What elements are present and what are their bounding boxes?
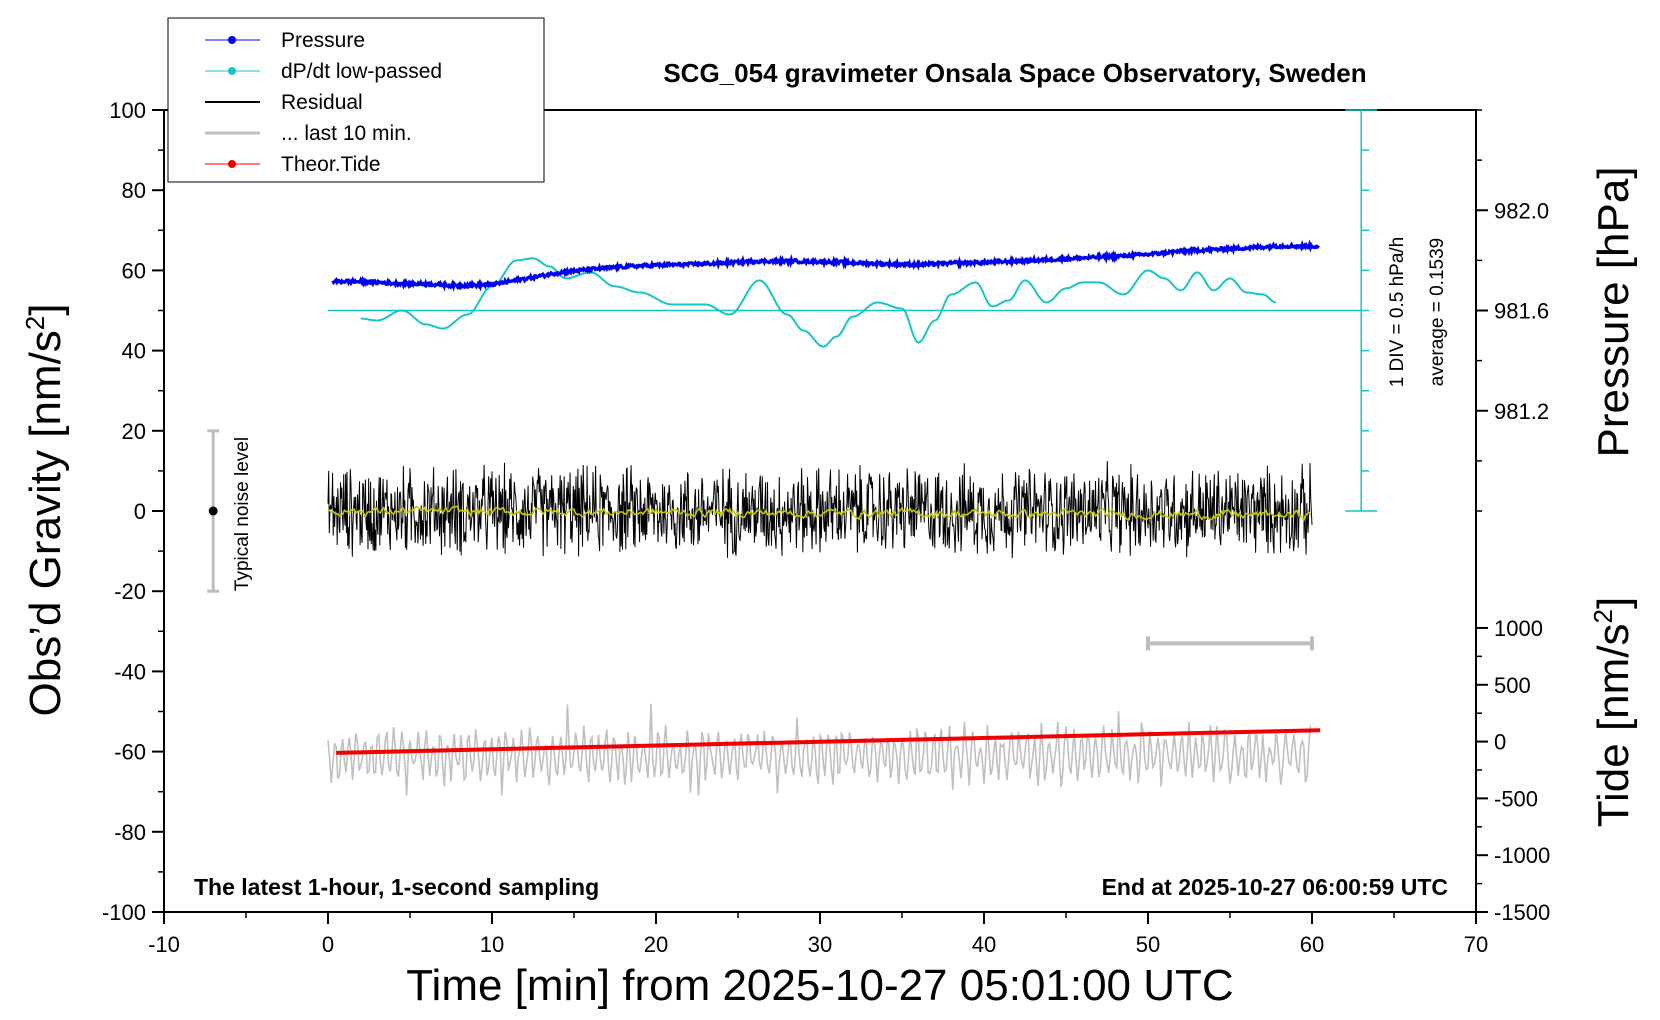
- x-tick-label: 0: [322, 932, 334, 957]
- legend-marker: [228, 160, 236, 168]
- left-axis-ticks: 100 80 60 40 20 0 -20 -40 -60 -80 -100: [102, 98, 164, 925]
- div-label: 1 DIV = 0.5 hPa/h: [1387, 237, 1408, 388]
- legend-marker: [228, 36, 236, 44]
- tide-axis-label-main: Tide [nm/s: [1589, 623, 1638, 827]
- y-axis-label-end: ]: [21, 303, 70, 315]
- x-axis-label: Time [min] from 2025-10-27 05:01:00 UTC: [406, 961, 1233, 1010]
- sampling-note: The latest 1-hour, 1-second sampling: [194, 874, 599, 900]
- pressure-axis-label: Pressure [hPa]: [1589, 166, 1638, 457]
- end-time-note: End at 2025-10-27 06:00:59 UTC: [1102, 874, 1448, 900]
- pressure-tick-label: 981.2: [1494, 399, 1549, 424]
- y-tick-label: 40: [122, 339, 146, 364]
- pressure-tick-label: 981.6: [1494, 299, 1549, 324]
- y-axis-label-sup: 2: [20, 316, 50, 330]
- legend-label: Pressure: [281, 29, 365, 52]
- noise-bar-center: [208, 506, 218, 516]
- legend-entries: Pressure dP/dt low-passed Residual ... last…: [205, 29, 442, 176]
- y-tick-label: 80: [122, 178, 146, 203]
- x-tick-label: 50: [1136, 932, 1160, 957]
- dpdt-scale-axis: [1345, 109, 1378, 512]
- pressure-tick-label: 982.0: [1494, 198, 1549, 223]
- x-tick-label: 30: [808, 932, 832, 957]
- tide-tick-label: -1500: [1494, 900, 1550, 925]
- x-tick-label: 40: [972, 932, 996, 957]
- series-dpdt: [360, 257, 1277, 348]
- pressure-axis-ticks: 982.0 981.6 981.2: [1476, 109, 1549, 512]
- x-tick-label: 20: [644, 932, 668, 957]
- y-tick-label: 100: [109, 98, 146, 123]
- series-pressure: [331, 239, 1320, 292]
- x-tick-label: -10: [148, 932, 180, 957]
- noise-level-label: Typical noise level: [232, 437, 253, 591]
- y-tick-label: 20: [122, 419, 146, 444]
- legend-marker: [228, 67, 236, 75]
- tide-tick-label: -500: [1494, 786, 1538, 811]
- y-axis-label: Obs’d Gravity [nm/s2]: [20, 303, 70, 716]
- y-tick-label: -20: [114, 579, 146, 604]
- x-tick-label: 10: [480, 932, 504, 957]
- tide-axis-label-end: ]: [1589, 597, 1638, 609]
- noise-level-bar: [207, 429, 220, 593]
- y-tick-label: -100: [102, 900, 146, 925]
- x-tick-label: 70: [1464, 932, 1488, 957]
- y-axis-label-main: Obs’d Gravity [nm/s: [21, 330, 70, 716]
- legend: Pressure dP/dt low-passed Residual ... last…: [167, 17, 545, 183]
- y-tick-label: -60: [114, 740, 146, 765]
- series-last-10-min: [327, 703, 1312, 796]
- y-tick-label: 60: [122, 258, 146, 283]
- legend-box: [167, 17, 545, 183]
- bottom-axis-ticks: -10 0 10 20 30 40 50 60 70: [148, 912, 1488, 957]
- tide-axis-label-sup: 2: [1588, 609, 1618, 623]
- tide-axis-ticks: 1000 500 0 -500 -1000 -1500: [1476, 616, 1550, 925]
- y-tick-label: -40: [114, 659, 146, 684]
- x-tick-label: 60: [1300, 932, 1324, 957]
- series-residual-lowpass: [327, 505, 1312, 522]
- last-10-min-bar: [1146, 636, 1314, 651]
- legend-label: Theor.Tide: [281, 153, 381, 176]
- series-theor-tide: [336, 728, 1321, 755]
- legend-label: Residual: [281, 91, 363, 114]
- series-layer: [327, 239, 1362, 796]
- tide-tick-label: 500: [1494, 673, 1531, 698]
- y-tick-label: 0: [134, 499, 146, 524]
- average-label: average = 0.1539: [1427, 238, 1448, 386]
- tide-tick-label: -1000: [1494, 843, 1550, 868]
- series-residual: [327, 460, 1313, 559]
- tide-tick-label: 1000: [1494, 616, 1543, 641]
- legend-label: ... last 10 min.: [281, 122, 412, 145]
- tide-tick-label: 0: [1494, 730, 1506, 755]
- chart-title: SCG_054 gravimeter Onsala Space Observat…: [663, 58, 1366, 88]
- legend-label: dP/dt low-passed: [281, 60, 442, 83]
- tide-axis-label: Tide [nm/s2]: [1588, 597, 1638, 827]
- y-tick-label: -80: [114, 820, 146, 845]
